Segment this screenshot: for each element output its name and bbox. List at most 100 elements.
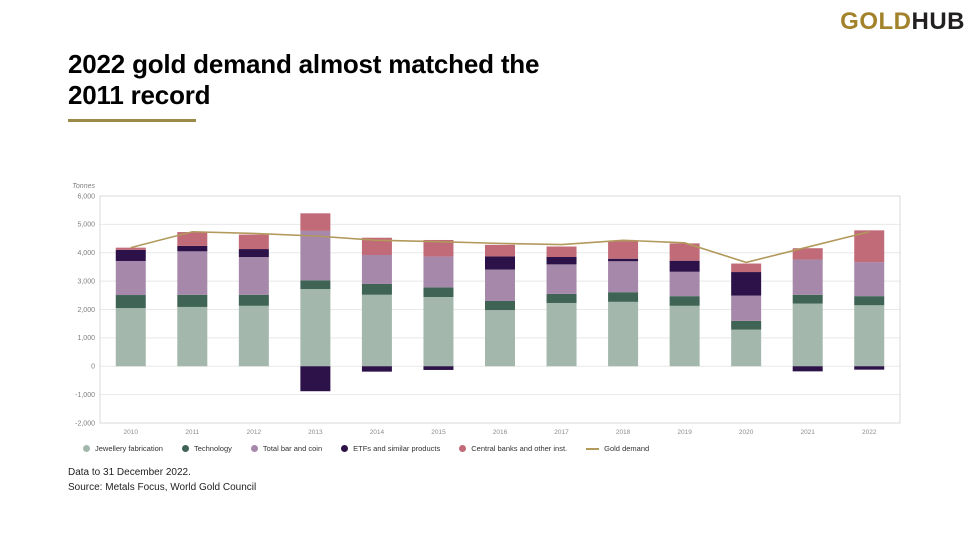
legend-label: Central banks and other inst.	[471, 444, 568, 453]
bar-segment	[546, 264, 577, 294]
bar-segment	[485, 269, 515, 301]
bar-segment	[669, 305, 700, 367]
bar-segment	[608, 241, 639, 259]
bar-segment	[238, 305, 269, 367]
y-axis-tick-label: 0	[91, 364, 95, 371]
bar-segment	[792, 303, 823, 367]
bar-segment	[361, 294, 392, 367]
chart-footnote: Data to 31 December 2022. Source: Metals…	[68, 466, 256, 495]
bar-segment	[300, 289, 331, 367]
bar-segment	[361, 255, 392, 284]
legend-item: Jewellery fabrication	[83, 444, 163, 453]
legend-label: Jewellery fabrication	[95, 444, 163, 453]
bar-segment	[177, 251, 208, 295]
footnote-source-line: Source: Metals Focus, World Gold Council	[68, 481, 257, 493]
x-axis-tick-label: 2016	[493, 429, 508, 436]
legend-item: Central banks and other inst.	[459, 444, 567, 453]
bar-segment	[669, 271, 700, 297]
y-axis-tick-label: 3,000	[77, 278, 95, 285]
y-axis-tick-label: 2,000	[77, 307, 95, 314]
bar-segment	[423, 239, 454, 257]
legend-dot-icon	[181, 445, 189, 452]
bar-segment	[238, 257, 269, 295]
bar-segment	[669, 296, 700, 306]
legend-label: ETFs and similar products	[353, 444, 441, 453]
gold-demand-chart: 6,000 5,000 4,000 3,000 2,000 1,000 0 -1,000 -2,…	[60, 176, 910, 444]
bar-segment	[546, 257, 577, 265]
title-line-1: 2022 gold demand almost matched the	[68, 49, 540, 79]
bar-segment	[669, 260, 700, 272]
bar-segment	[177, 245, 208, 252]
y-axis-tick-label: -1,000	[75, 392, 95, 399]
bar-segment	[608, 292, 639, 302]
footnote-data-line: Data to 31 December 2022.	[68, 467, 191, 478]
plot-border	[99, 195, 901, 424]
bar-segment	[792, 259, 823, 295]
bar-segment	[238, 234, 269, 250]
bar-segment	[485, 244, 515, 257]
bar-segment	[854, 366, 885, 370]
page-title: 2022 gold demand almost matched the 2011…	[68, 49, 539, 111]
goldhub-logo: GOLDHUB	[840, 8, 965, 36]
title-underline	[68, 119, 196, 122]
bar-segment	[115, 249, 146, 261]
bar-segment	[854, 296, 885, 306]
bar-segment	[854, 230, 885, 263]
bar-segment	[792, 294, 823, 304]
bar-segment	[854, 262, 885, 297]
x-axis-tick-label: 2011	[185, 429, 199, 436]
bar-segment	[485, 256, 515, 270]
gold-demand-line	[130, 230, 870, 264]
x-axis-tick-label: 2010	[124, 429, 139, 436]
bar-segment	[485, 300, 515, 311]
y-axis-tick-label: 5,000	[77, 222, 95, 229]
legend-dot-icon	[459, 445, 467, 452]
logo-gold-text: GOLD	[840, 8, 912, 35]
bar-segment	[546, 246, 577, 258]
y-axis-tick-label: 4,000	[77, 250, 95, 257]
bar-segment	[238, 249, 269, 258]
bar-segment	[546, 293, 577, 303]
legend-line-icon	[586, 447, 600, 450]
legend-dot-icon	[341, 445, 349, 452]
bar-segment	[608, 261, 639, 293]
y-axis-unit-label: Tonnes	[72, 183, 95, 190]
bar-segment	[115, 247, 146, 250]
bar-segment	[300, 366, 331, 392]
legend-item: Total bar and coin	[250, 444, 323, 453]
legend-item: Gold demand	[586, 444, 649, 453]
bar-segment	[115, 295, 146, 309]
bar-segment	[361, 283, 392, 295]
legend-dot-icon	[83, 445, 90, 452]
bar-segment	[731, 320, 762, 330]
bar-segment	[177, 294, 208, 307]
x-axis-tick-label: 2012	[247, 429, 262, 436]
bar-segment	[546, 302, 577, 367]
bar-segment	[731, 329, 762, 367]
bar-segment	[731, 295, 762, 321]
bar-segment	[238, 294, 269, 306]
bar-segment	[485, 310, 515, 367]
x-axis-tick-label: 2013	[308, 429, 323, 436]
bar-segment	[731, 263, 762, 273]
bar-segment	[792, 248, 823, 260]
bar-segment	[300, 280, 331, 290]
x-axis-tick-label: 2018	[616, 429, 631, 436]
legend-label: Gold demand	[604, 444, 650, 453]
legend-label: Total bar and coin	[262, 444, 323, 453]
bar-segment	[361, 237, 392, 256]
x-axis-tick-label: 2020	[739, 429, 754, 436]
bar-segment	[361, 366, 392, 372]
bar-segment	[300, 230, 331, 281]
bar-segment	[792, 366, 823, 372]
legend-label: Technology	[193, 444, 232, 453]
chart-svg: 6,000 5,000 4,000 3,000 2,000 1,000 0 -1,000 -2,…	[72, 183, 901, 436]
bar-segment	[177, 306, 208, 367]
chart-legend: Jewellery fabrication Technology Total bar…	[83, 444, 649, 453]
y-axis-tick-label: 1,000	[77, 335, 95, 342]
bar-segment	[423, 287, 454, 298]
x-axis-tick-label: 2021	[800, 429, 815, 436]
y-axis-tick-label: 6,000	[77, 193, 95, 200]
bar-segment	[854, 305, 885, 367]
